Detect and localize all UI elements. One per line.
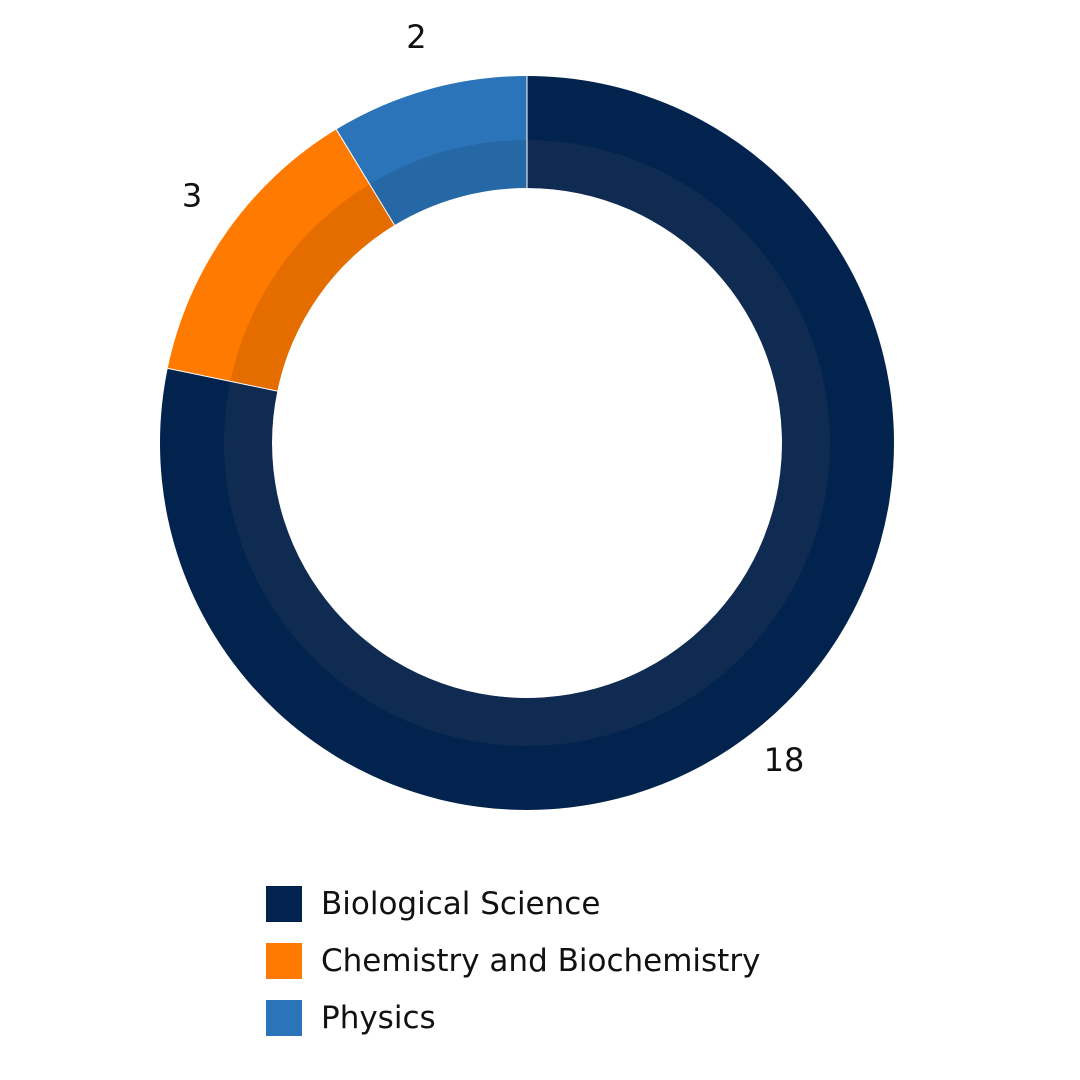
legend: Biological Science Chemistry and Biochem…	[266, 886, 760, 1036]
legend-swatch	[266, 886, 302, 922]
slice-chemistry-and-biochemistry[interactable]	[167, 129, 395, 392]
slice-separator	[335, 129, 395, 226]
data-label-physics: 2	[406, 18, 426, 56]
legend-swatch	[266, 943, 302, 979]
data-label-chemistry-and-biochemistry: 3	[182, 177, 202, 215]
slice-shade-chemistry-and-biochemistry	[230, 184, 395, 392]
legend-item-biological-science[interactable]: Biological Science	[266, 886, 760, 922]
legend-label: Biological Science	[321, 886, 601, 922]
data-label-biological-science: 18	[764, 741, 805, 779]
legend-item-physics[interactable]: Physics	[266, 1000, 760, 1036]
legend-label: Physics	[321, 1000, 436, 1036]
donut-slices	[160, 76, 894, 810]
slice-physics[interactable]	[336, 76, 527, 226]
slice-biological-science[interactable]	[160, 76, 894, 810]
slice-separator	[167, 367, 278, 392]
legend-item-chemistry-and-biochemistry[interactable]: Chemistry and Biochemistry	[266, 943, 760, 979]
legend-swatch	[266, 1000, 302, 1036]
legend-label: Chemistry and Biochemistry	[321, 943, 761, 979]
slice-shade-physics	[369, 140, 527, 226]
